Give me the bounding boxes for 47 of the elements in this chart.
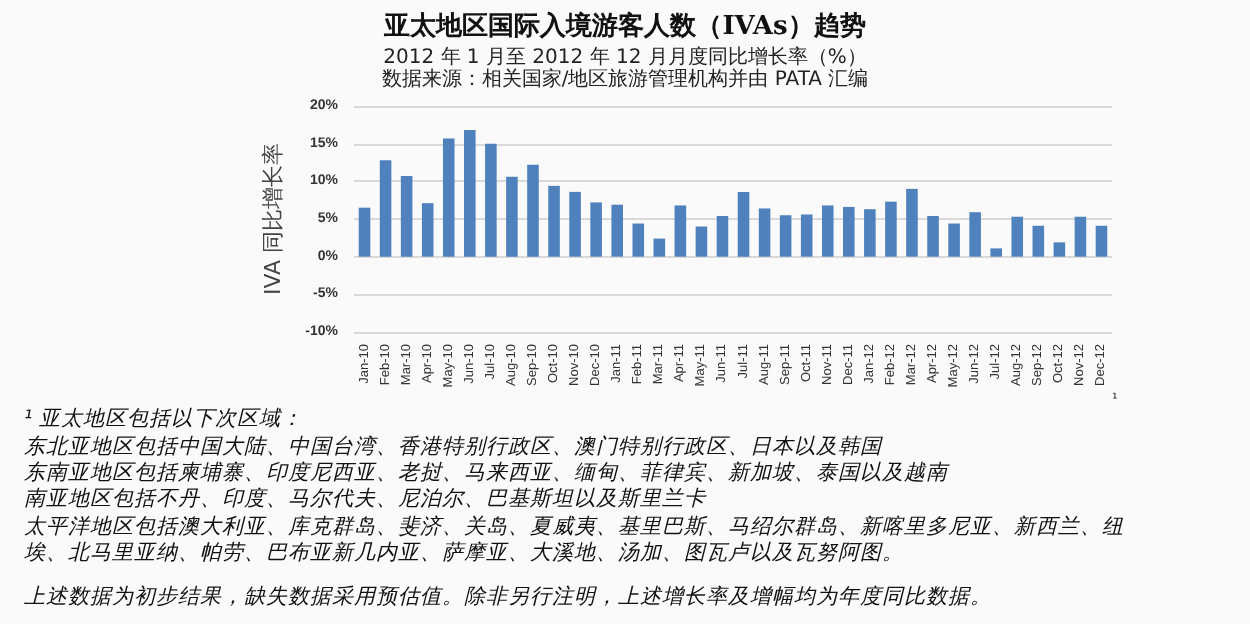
- bar: [821, 205, 834, 257]
- bar: [1074, 216, 1087, 257]
- bar: [548, 185, 560, 257]
- bar: [590, 202, 602, 257]
- text: 南亚地区包括不丹、印度、马尔代夫、尼泊尔、巴基斯坦以及斯里兰卡: [24, 487, 708, 511]
- bar: [1032, 225, 1045, 257]
- bar: [400, 176, 413, 257]
- y-axis-title: IVA 同比增长率: [259, 142, 286, 296]
- bar: [1095, 225, 1108, 257]
- bar: [906, 188, 918, 257]
- text: 太平洋地区包括澳大利亚、库克群岛、斐济、关岛、夏威夷、基里巴斯、马绍尔群岛、新喀里多尼亚、新西兰、纽: [24, 515, 1124, 539]
- bar: [569, 191, 581, 257]
- bar: [800, 214, 813, 257]
- text: 埃、北马里亚纳、帕劳、巴布亚新几内亚、萨摩亚、大溪地、汤加、图瓦卢以及瓦努阿图。: [24, 541, 904, 565]
- bar: [779, 215, 792, 257]
- bar: [758, 208, 771, 257]
- bar: [632, 223, 645, 257]
- bar: [695, 226, 708, 257]
- source-note: 数据来源：相关国家/地区旅游管理机构并由 PATA 汇编: [381, 67, 869, 91]
- bar: [527, 164, 539, 257]
- chart-title: 亚太地区国际入境游客人数（IVAs）趋势: [382, 10, 866, 42]
- text: 东北亚地区包括中国大陆、中国台湾、香港特别行政区、澳门特别行政区、日本以及韩国: [24, 435, 884, 459]
- text: ¹ 亚太地区包括以下次区域：: [24, 407, 304, 431]
- bar: [653, 238, 666, 257]
- bar: [716, 215, 729, 257]
- bar: [990, 248, 1002, 257]
- bar: [843, 206, 855, 257]
- bar: [1011, 216, 1024, 257]
- bar: [506, 176, 518, 257]
- text: 东南亚地区包括柬埔寨、印度尼西亚、老挝、马来西亚、缅甸、菲律宾、新加坡、泰国以及越南: [24, 461, 950, 485]
- text: 上述数据为初步结果，缺失数据采用预估值。除非另行注明，上述增长率及增幅均为年度同比数据。: [24, 585, 992, 609]
- bar: [948, 223, 960, 257]
- bar: [737, 191, 750, 257]
- bar: [611, 204, 623, 257]
- chart-subtitle: 2012 年 1 月至 2012 年 12 月月度同比增长率（%）: [383, 45, 867, 69]
- bar: [1053, 242, 1066, 257]
- bar: [885, 201, 897, 257]
- bar: [969, 212, 981, 257]
- bar: [464, 130, 476, 257]
- bar: [674, 205, 687, 257]
- bar: [421, 203, 434, 257]
- bar: [927, 215, 939, 257]
- bar: [442, 138, 455, 257]
- bar: [379, 160, 392, 257]
- bar: [358, 207, 371, 257]
- bar: [864, 209, 876, 257]
- bar: [485, 143, 497, 257]
